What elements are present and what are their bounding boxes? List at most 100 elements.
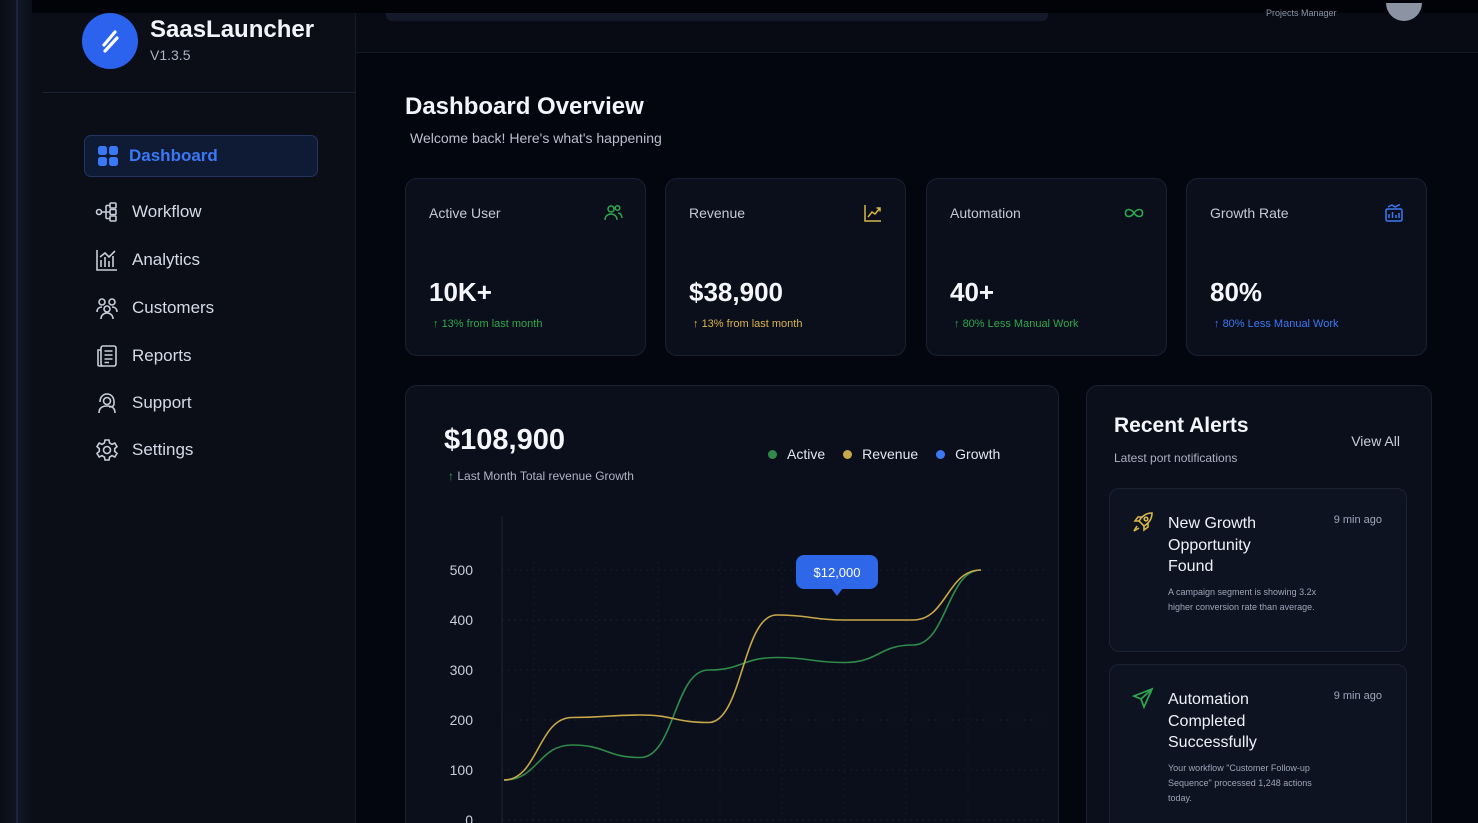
send-icon bbox=[1131, 687, 1154, 710]
growth-icon bbox=[1384, 203, 1404, 223]
customers-icon bbox=[94, 295, 120, 321]
stat-label: Growth Rate bbox=[1210, 205, 1289, 221]
avatar[interactable] bbox=[1386, 3, 1422, 21]
arrow-up-icon: ↑ bbox=[448, 469, 458, 483]
stat-note-text: 13% from last month bbox=[701, 318, 803, 330]
stat-note: ↑ 13% from last month bbox=[433, 318, 542, 330]
stat-note: ↑ 80% Less Manual Work bbox=[1214, 318, 1339, 330]
stat-card-active-user[interactable]: Active User 10K+ ↑ 13% from last month bbox=[405, 178, 646, 356]
y-tick-label: 300 bbox=[450, 662, 474, 678]
page-subtitle: Welcome back! Here's what's happening bbox=[410, 130, 662, 146]
y-tick-label: 100 bbox=[450, 762, 474, 778]
sidebar-item-customers[interactable]: Customers bbox=[84, 287, 318, 329]
rocket-icon bbox=[1132, 511, 1154, 533]
settings-icon bbox=[94, 437, 120, 463]
chart-tooltip: $12,000 bbox=[796, 555, 878, 596]
sidebar-item-analytics[interactable]: Analytics bbox=[84, 239, 318, 281]
y-tick-label: 500 bbox=[450, 562, 474, 578]
dashboard-grid-icon bbox=[95, 143, 121, 169]
series-line-revenue bbox=[503, 569, 982, 781]
alerts-title: Recent Alerts bbox=[1114, 414, 1249, 437]
y-tick-label: 400 bbox=[450, 612, 474, 628]
revenue-chart-panel: $108,900 ↑ Last Month Total revenue Grow… bbox=[405, 385, 1059, 823]
outer-frame bbox=[0, 0, 32, 823]
alerts-subtitle: Latest port notifications bbox=[1114, 451, 1238, 465]
top-strip bbox=[0, 0, 1478, 13]
stat-value: $38,900 bbox=[689, 277, 783, 307]
support-icon bbox=[94, 390, 120, 416]
legend-item-revenue[interactable]: Revenue bbox=[843, 446, 918, 462]
arrow-up-icon: ↑ bbox=[1214, 318, 1223, 330]
stat-note: ↑ 80% Less Manual Work bbox=[954, 318, 1079, 330]
alert-card[interactable]: Automation Completed Successfully 9 min … bbox=[1109, 664, 1407, 823]
sidebar-item-label: Settings bbox=[132, 440, 194, 459]
stat-label: Revenue bbox=[689, 205, 746, 221]
legend-dot bbox=[936, 449, 946, 459]
stat-card-automation[interactable]: Automation 40+ ↑ 80% Less Manual Work bbox=[926, 178, 1167, 356]
top-header: Projects Manager bbox=[356, 3, 1478, 53]
stat-card-revenue[interactable]: Revenue $38,900 ↑ 13% from last month bbox=[665, 178, 906, 356]
tooltip-label: $12,000 bbox=[814, 565, 861, 580]
arrow-up-icon: ↑ bbox=[433, 318, 442, 330]
users-icon bbox=[603, 203, 623, 223]
stat-note: ↑ 13% from last month bbox=[693, 318, 802, 330]
sidebar-item-workflow[interactable]: Workflow bbox=[84, 191, 318, 233]
brand-name: SaasLauncher bbox=[150, 16, 315, 43]
sidebar-item-reports[interactable]: Reports bbox=[84, 335, 318, 377]
search-bar[interactable] bbox=[386, 13, 1048, 21]
brand-logo-icon bbox=[82, 13, 138, 69]
stat-note-text: 13% from last month bbox=[441, 318, 543, 330]
sidebar-item-dashboard[interactable]: Dashboard bbox=[84, 135, 318, 177]
alert-time: 9 min ago bbox=[1333, 514, 1382, 526]
page-title: Dashboard Overview bbox=[405, 93, 644, 120]
legend-dot bbox=[768, 449, 777, 459]
stat-note-text: 80% Less Manual Work bbox=[962, 318, 1079, 330]
sidebar-item-label: Reports bbox=[132, 346, 192, 365]
sidebar-item-label: Workflow bbox=[132, 202, 202, 221]
stat-label: Automation bbox=[950, 205, 1021, 221]
legend-dot bbox=[843, 449, 853, 459]
brand-version: V1.3.5 bbox=[150, 47, 191, 63]
series-line-active bbox=[503, 569, 982, 781]
chart-legend: Active Revenue Growth bbox=[768, 446, 1018, 462]
stat-card-growth-rate[interactable]: Growth Rate 80% ↑ 80% Less Manual Work bbox=[1186, 178, 1427, 356]
sidebar: SaasLauncher V1.3.5 Dashboard bbox=[32, 13, 356, 823]
legend-label: Active bbox=[787, 446, 826, 462]
reports-icon bbox=[94, 343, 120, 369]
sidebar-item-settings[interactable]: Settings bbox=[84, 429, 318, 471]
sidebar-item-label: Customers bbox=[132, 298, 215, 317]
line-chart: 500 400 300 200 100 0 $12,000 bbox=[450, 516, 1046, 823]
infinity-icon bbox=[1124, 203, 1144, 223]
alert-desc: Your workflow "Customer Follow-up Sequen… bbox=[1168, 763, 1312, 803]
sidebar-item-label: Dashboard bbox=[129, 146, 218, 165]
tooltip-pointer bbox=[831, 588, 843, 596]
brand[interactable]: SaasLauncher V1.3.5 bbox=[82, 13, 314, 69]
chart-total: $108,900 bbox=[444, 424, 565, 456]
legend-item-active[interactable]: Active bbox=[768, 446, 825, 462]
chart-note-text: Last Month Total revenue Growth bbox=[457, 469, 634, 483]
chart-note: ↑ Last Month Total revenue Growth bbox=[448, 469, 634, 483]
alert-desc: A campaign segment is showing 3.2x highe… bbox=[1168, 587, 1317, 612]
arrow-up-icon: ↑ bbox=[954, 318, 963, 330]
legend-label: Revenue bbox=[862, 446, 919, 462]
y-tick-label: 200 bbox=[450, 712, 474, 728]
sidebar-divider bbox=[42, 92, 356, 93]
view-all-link[interactable]: View All bbox=[1351, 433, 1400, 449]
sidebar-item-label: Support bbox=[132, 393, 192, 412]
stat-value: 80% bbox=[1210, 277, 1263, 307]
legend-item-growth[interactable]: Growth bbox=[936, 446, 1000, 462]
y-tick-label: 0 bbox=[465, 812, 473, 823]
alert-card[interactable]: New Growth Opportunity Found 9 min ago A… bbox=[1109, 488, 1407, 652]
alert-title: New Growth Opportunity Found bbox=[1168, 515, 1257, 575]
sidebar-item-label: Analytics bbox=[132, 250, 201, 269]
sidebar-item-support[interactable]: Support bbox=[84, 382, 318, 424]
stat-note-text: 80% Less Manual Work bbox=[1222, 318, 1339, 330]
alert-time: 9 min ago bbox=[1333, 690, 1382, 702]
stat-value: 40+ bbox=[950, 277, 995, 307]
stat-label: Active User bbox=[429, 205, 501, 221]
trending-up-icon bbox=[863, 203, 883, 223]
arrow-up-icon: ↑ bbox=[693, 318, 702, 330]
alert-title: Automation Completed Successfully bbox=[1168, 691, 1257, 751]
user-role: Projects Manager bbox=[1266, 8, 1337, 18]
